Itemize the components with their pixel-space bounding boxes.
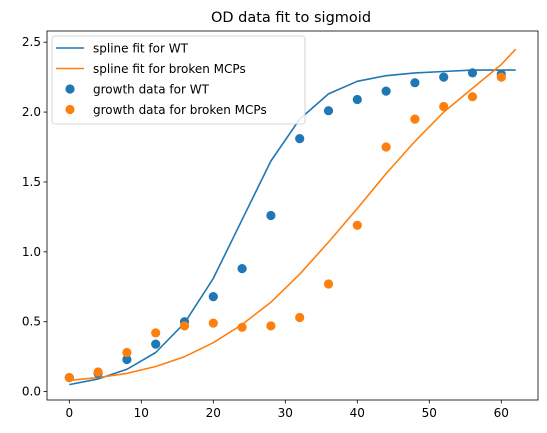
data-point-growth-data-for-wt [237, 264, 247, 274]
x-tick-label: 50 [422, 406, 437, 420]
data-point-growth-data-for-wt [439, 72, 449, 82]
data-point-growth-data-for-wt [381, 86, 391, 96]
data-point-growth-data-for-broken-mcps [122, 347, 132, 358]
x-tick-label: 10 [134, 406, 149, 420]
y-tick-label: 2.0 [22, 105, 41, 119]
legend-marker-swatch [65, 84, 75, 94]
y-tick-label: 0.0 [22, 385, 41, 399]
data-point-growth-data-for-broken-mcps [237, 322, 247, 332]
data-point-growth-data-for-broken-mcps [381, 142, 391, 152]
y-tick-label: 1.0 [22, 245, 41, 259]
data-point-growth-data-for-broken-mcps [496, 72, 506, 82]
plot-area [64, 48, 517, 386]
data-point-growth-data-for-wt [410, 78, 420, 88]
legend: spline fit for WT spline fit for broken M… [51, 35, 306, 125]
x-tick-label: 60 [494, 406, 509, 420]
y-tick-label: 1.5 [22, 175, 41, 189]
data-point-growth-data-for-broken-mcps [410, 114, 420, 124]
data-point-growth-data-for-broken-mcps [179, 321, 190, 331]
axes-frame [46, 30, 539, 401]
data-point-growth-data-for-wt [208, 292, 218, 302]
data-point-growth-data-for-broken-mcps [295, 312, 305, 323]
data-point-growth-data-for-broken-mcps [439, 101, 449, 112]
data-point-growth-data-for-broken-mcps [467, 92, 478, 102]
chart-title: OD data fit to sigmoid [211, 10, 371, 26]
data-point-growth-data-for-broken-mcps [323, 279, 334, 289]
legend-label: growth data for WT [93, 82, 210, 96]
data-point-growth-data-for-wt [151, 339, 161, 349]
y-tick-label: 2.5 [22, 35, 41, 49]
legend-box [51, 35, 306, 125]
axis-ticks: 0 10 20 30 40 50 60 0.0 0.5 1.0 1.5 2.0 2.5 [22, 35, 509, 420]
x-tick-label: 20 [206, 406, 221, 420]
legend-label: growth data for broken MCPs [93, 103, 267, 117]
x-tick-label: 40 [350, 406, 365, 420]
legend-marker-swatch [65, 104, 75, 115]
data-point-growth-data-for-broken-mcps [64, 373, 74, 383]
data-point-growth-data-for-broken-mcps [93, 367, 103, 377]
y-tick-label: 0.5 [22, 315, 41, 329]
data-point-growth-data-for-broken-mcps [266, 321, 276, 331]
x-tick-label: 0 [65, 406, 73, 420]
x-tick-label: 30 [278, 406, 293, 420]
data-point-growth-data-for-wt [122, 354, 132, 365]
legend-label: spline fit for WT [93, 41, 189, 55]
data-point-growth-data-for-wt [323, 106, 334, 116]
legend-label: spline fit for broken MCPs [93, 62, 246, 76]
data-point-growth-data-for-wt [352, 94, 362, 105]
data-point-growth-data-for-broken-mcps [151, 328, 161, 338]
data-point-growth-data-for-wt [266, 210, 276, 221]
data-point-growth-data-for-wt [467, 68, 478, 78]
data-point-growth-data-for-wt [295, 134, 305, 144]
data-point-growth-data-for-broken-mcps [208, 318, 218, 328]
fit-line-spline-fit-for-broken-mcps [69, 48, 517, 382]
data-point-growth-data-for-broken-mcps [352, 220, 362, 230]
